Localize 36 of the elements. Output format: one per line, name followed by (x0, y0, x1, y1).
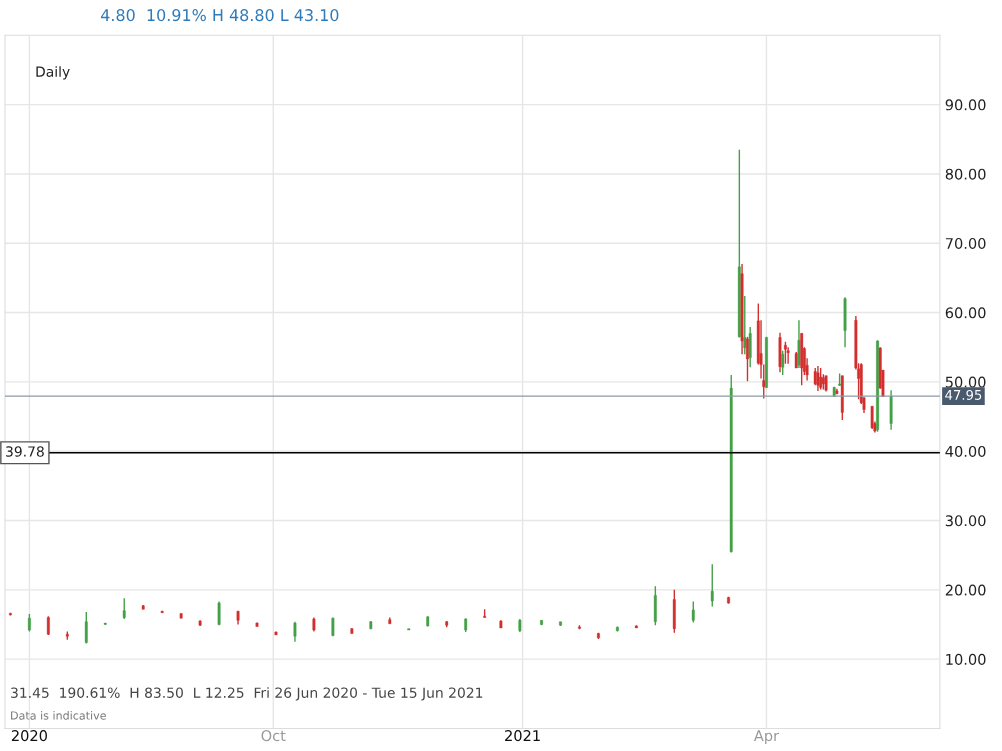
y-tick-label: 60.00 (945, 307, 986, 319)
y-tick-label: 70.00 (945, 237, 986, 249)
x-tick-label: 2020 (11, 730, 47, 742)
candlestick (559, 621, 562, 627)
ref-line-label: 39.78 (6, 446, 44, 457)
ref-line-label: 47.95 (945, 389, 982, 400)
x-tick-label: Oct (261, 730, 286, 742)
y-tick-label: 30.00 (945, 515, 986, 527)
x-tick-label: 2021 (505, 730, 540, 742)
candlestick (198, 619, 202, 627)
candlestick (710, 563, 714, 608)
candlestick (729, 374, 733, 554)
candlestick (84, 611, 88, 645)
candlestick (122, 597, 126, 620)
x-tick-label: Apr (753, 730, 780, 744)
y-tick-label: 40.00 (945, 445, 986, 457)
y-tick-label: 20.00 (945, 584, 986, 596)
annotation: Daily (36, 66, 70, 80)
candlestick (274, 630, 278, 636)
candlestick (578, 624, 581, 631)
candlestick (672, 589, 676, 634)
annotation: 31.45 190.61% H 83.50 L 12.25 Fri 26 Jun 2020 - Tue 15 Jun 2021 (11, 687, 483, 701)
y-tick-label: 10.00 (946, 653, 986, 665)
candlestick (781, 349, 785, 376)
y-tick-label: 90.00 (945, 99, 986, 111)
candlestick (691, 600, 695, 624)
text: 4.80 10.91% H 48.80 L 43.10 (100, 9, 339, 22)
candlestick (653, 585, 657, 626)
candlestick (179, 612, 183, 619)
candlestick (499, 619, 503, 629)
candlestick (783, 340, 787, 365)
candlestick (255, 621, 259, 628)
y-tick-label: 80.00 (945, 168, 986, 180)
y-tick-label: 50.00 (945, 376, 986, 388)
candlestick (46, 615, 50, 636)
annotation: Data is indicative (11, 711, 106, 720)
